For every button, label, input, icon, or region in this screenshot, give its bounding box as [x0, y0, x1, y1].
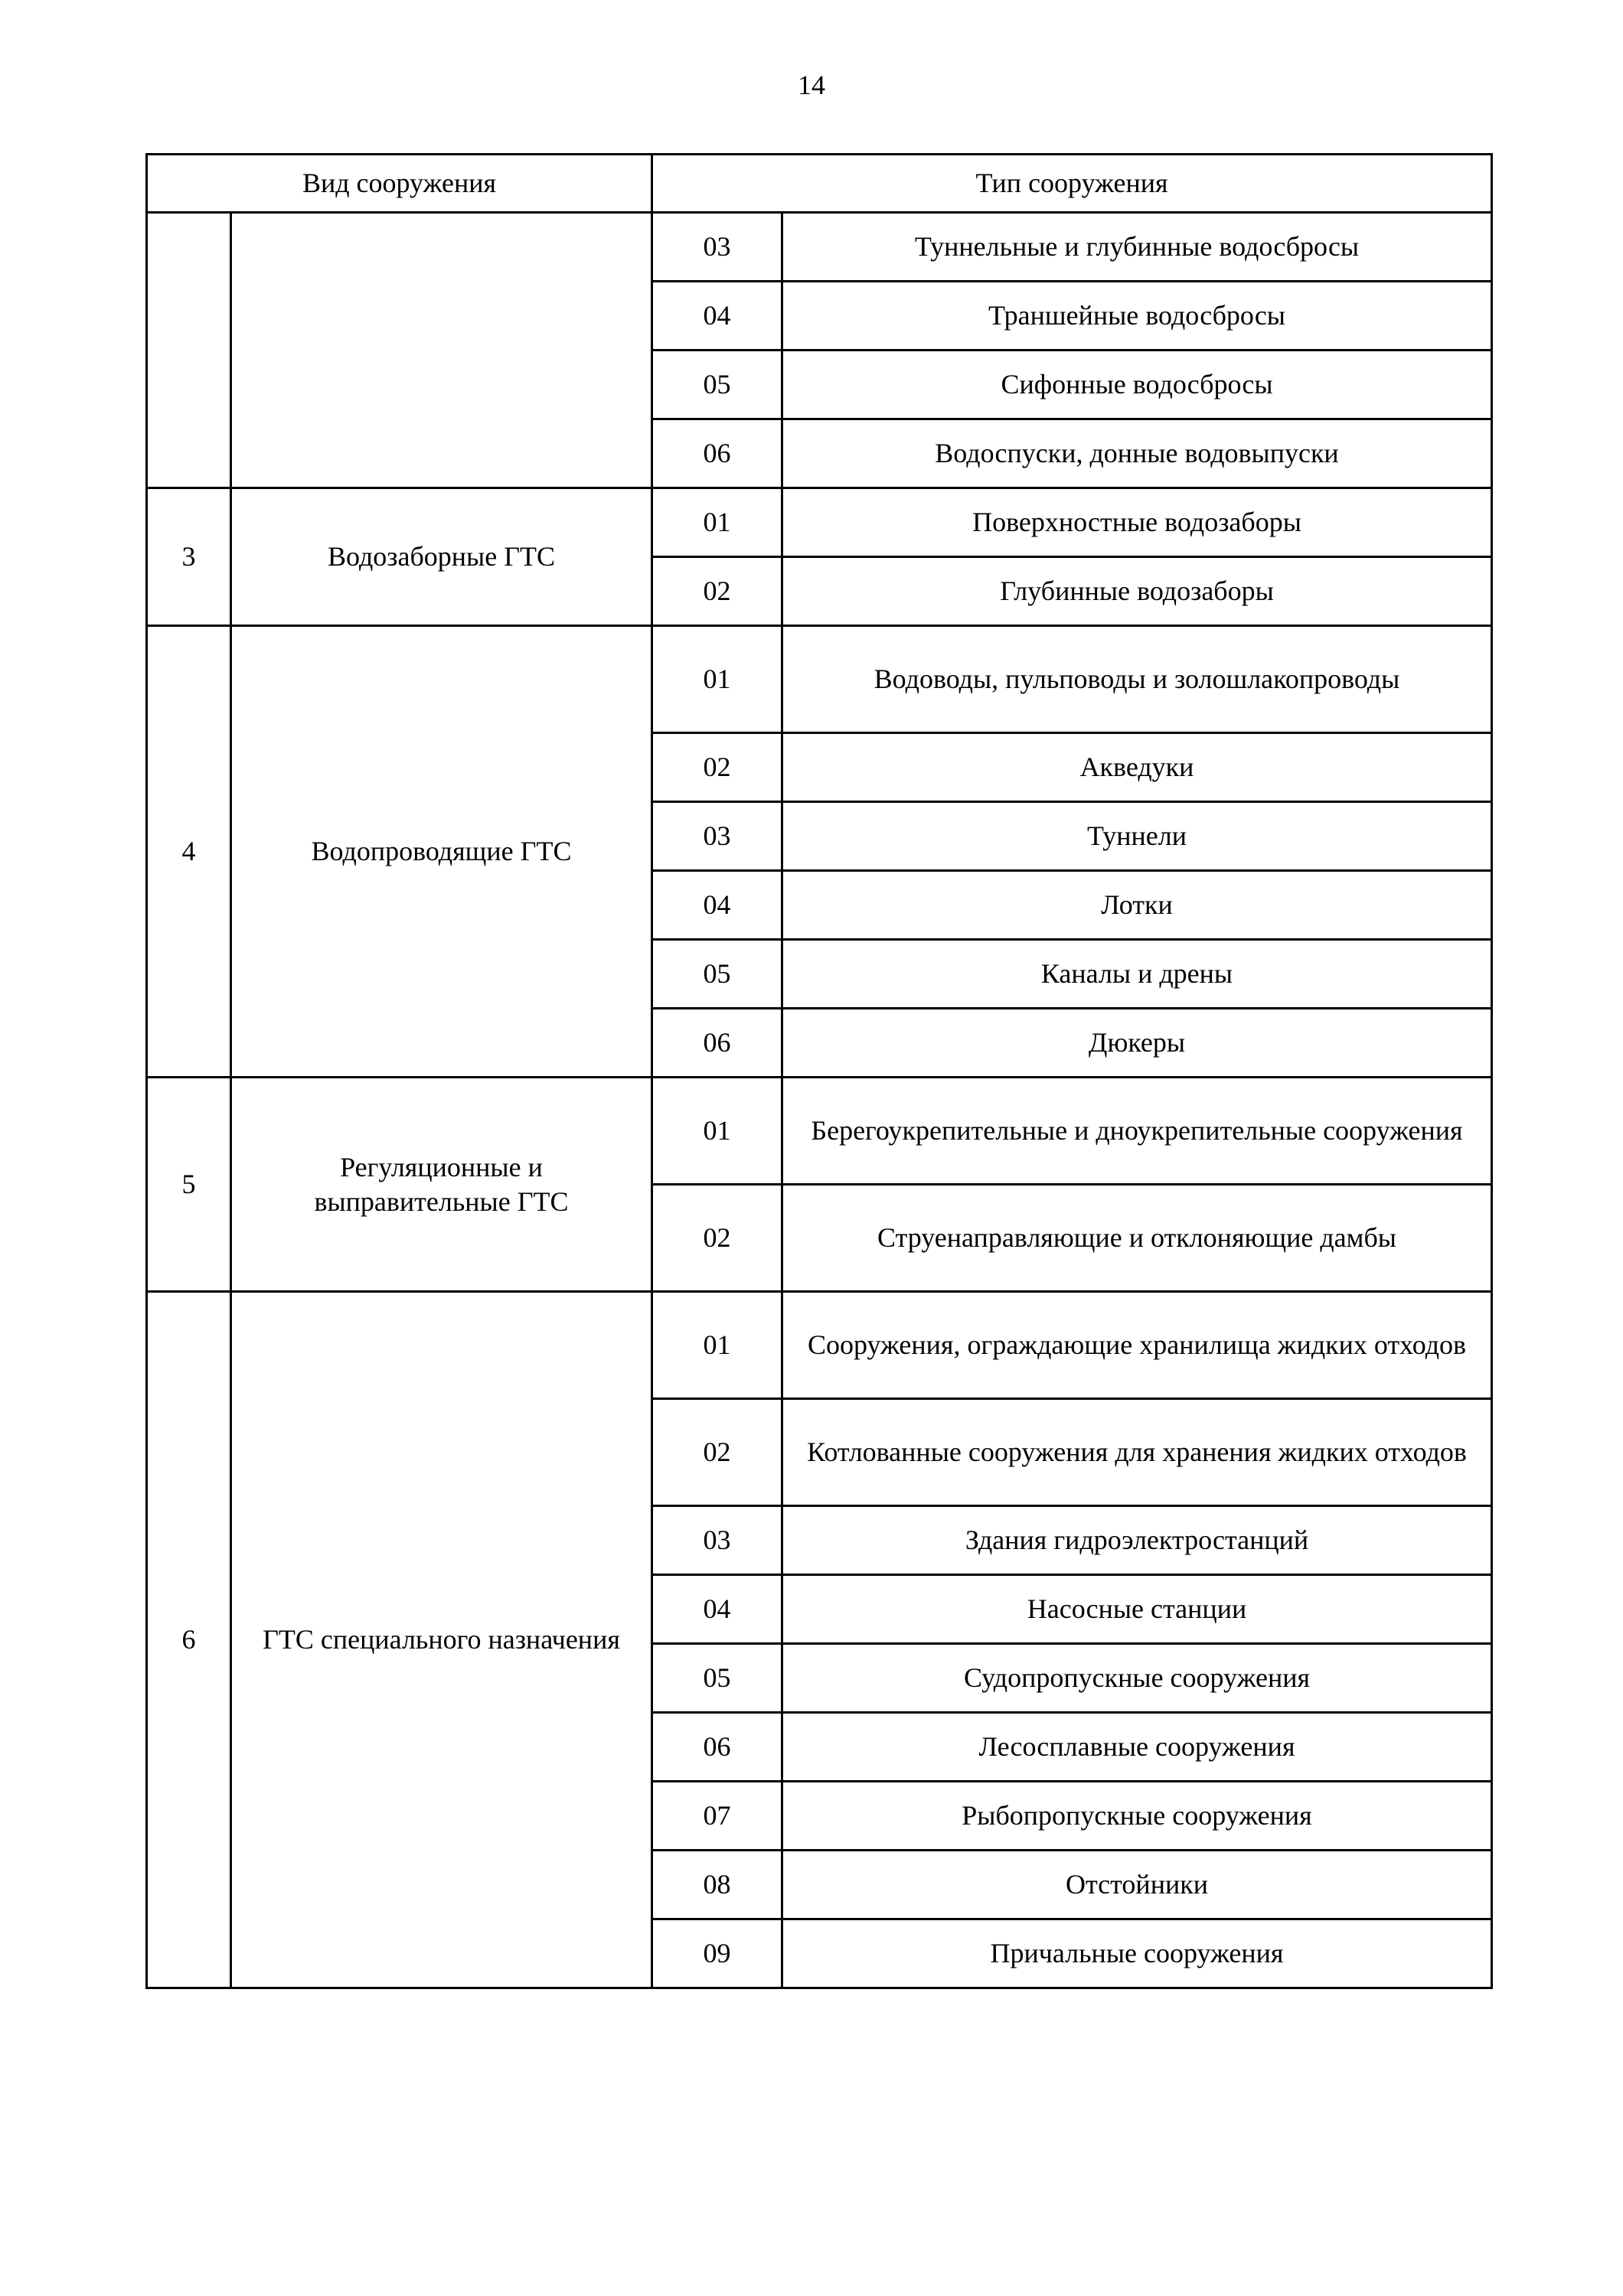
type-name: Здания гидроэлектростанций	[782, 1506, 1492, 1575]
type-name: Туннели	[782, 802, 1492, 871]
table-row: 4Водопроводящие ГТС01Водоводы, пульповод…	[147, 626, 1492, 733]
type-name: Котлованные сооружения для хранения жидк…	[782, 1399, 1492, 1506]
group-kind: Водопроводящие ГТС	[231, 626, 652, 1078]
type-name: Причальные сооружения	[782, 1919, 1492, 1988]
page-number: 14	[0, 69, 1623, 101]
type-name: Сифонные водосбросы	[782, 351, 1492, 419]
type-name: Туннельные и глубинные водосбросы	[782, 213, 1492, 282]
group-number: 6	[147, 1292, 231, 1988]
type-name: Поверхностные водозаборы	[782, 488, 1492, 557]
type-name: Сооружения, ограждающие хранилища жидких…	[782, 1292, 1492, 1399]
type-code: 02	[652, 1399, 782, 1506]
type-code: 02	[652, 557, 782, 626]
type-code: 04	[652, 1575, 782, 1644]
type-code: 09	[652, 1919, 782, 1988]
table-row: 6ГТС специального назначения01Сооружения…	[147, 1292, 1492, 1399]
group-kind: Водозаборные ГТС	[231, 488, 652, 626]
type-code: 01	[652, 488, 782, 557]
type-code: 02	[652, 1185, 782, 1292]
type-code: 08	[652, 1851, 782, 1919]
type-name: Траншейные водосбросы	[782, 282, 1492, 351]
type-name: Лесосплавные сооружения	[782, 1713, 1492, 1782]
type-code: 07	[652, 1782, 782, 1851]
group-number: 4	[147, 626, 231, 1078]
type-code: 03	[652, 1506, 782, 1575]
group-number	[147, 213, 231, 488]
type-code: 04	[652, 871, 782, 940]
table-row: 03Туннельные и глубинные водосбросы	[147, 213, 1492, 282]
group-number: 5	[147, 1078, 231, 1292]
type-name: Лотки	[782, 871, 1492, 940]
type-name: Отстойники	[782, 1851, 1492, 1919]
table-row: 3Водозаборные ГТС01Поверхностные водозаб…	[147, 488, 1492, 557]
type-name: Струенаправляющие и отклоняющие дамбы	[782, 1185, 1492, 1292]
type-code: 05	[652, 351, 782, 419]
type-code: 02	[652, 733, 782, 802]
type-name: Водоспуски, донные водовыпуски	[782, 419, 1492, 488]
type-code: 06	[652, 1713, 782, 1782]
type-name: Дюкеры	[782, 1009, 1492, 1078]
group-number: 3	[147, 488, 231, 626]
type-code: 03	[652, 802, 782, 871]
col-type-header: Тип сооружения	[652, 155, 1492, 213]
type-name: Глубинные водозаборы	[782, 557, 1492, 626]
group-kind	[231, 213, 652, 488]
type-name: Каналы и дрены	[782, 940, 1492, 1009]
group-kind: ГТС специального назначения	[231, 1292, 652, 1988]
type-code: 01	[652, 1078, 782, 1185]
type-code: 01	[652, 626, 782, 733]
type-code: 03	[652, 213, 782, 282]
type-code: 05	[652, 1644, 782, 1713]
col-kind-header: Вид сооружения	[147, 155, 652, 213]
type-name: Водоводы, пульповоды и золошлакопроводы	[782, 626, 1492, 733]
type-code: 06	[652, 419, 782, 488]
table-header-row: Вид сооружения Тип сооружения	[147, 155, 1492, 213]
type-name: Насосные станции	[782, 1575, 1492, 1644]
type-name: Берегоукрепительные и дноукрепительные с…	[782, 1078, 1492, 1185]
type-code: 04	[652, 282, 782, 351]
type-code: 06	[652, 1009, 782, 1078]
type-code: 05	[652, 940, 782, 1009]
group-kind: Регуляционные и выправительные ГТС	[231, 1078, 652, 1292]
table-row: 5Регуляционные и выправительные ГТС01Бер…	[147, 1078, 1492, 1185]
type-name: Судопропускные сооружения	[782, 1644, 1492, 1713]
type-name: Акведуки	[782, 733, 1492, 802]
structures-table: Вид сооружения Тип сооружения 03Туннельн…	[145, 153, 1493, 1989]
type-code: 01	[652, 1292, 782, 1399]
type-name: Рыбопропускные сооружения	[782, 1782, 1492, 1851]
